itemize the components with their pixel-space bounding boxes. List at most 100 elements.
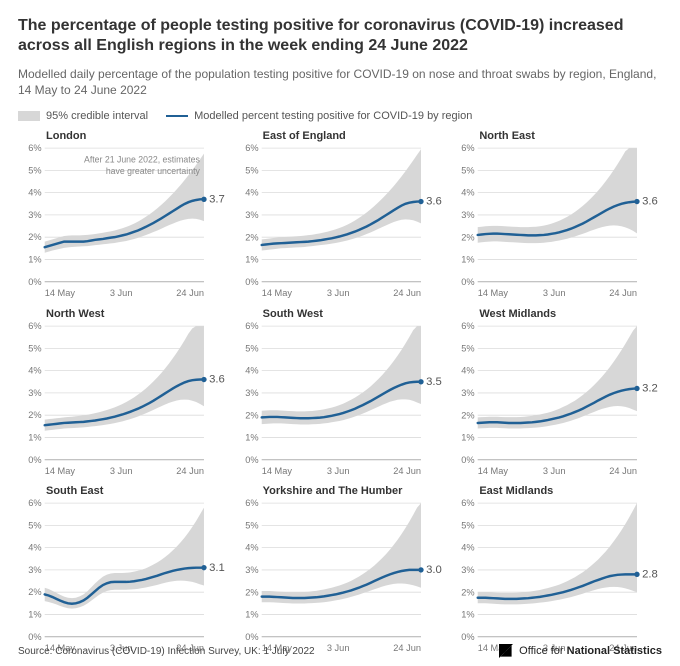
chart-svg: 0%1%2%3%4%5%6%14 May3 Jun24 Jun3.6 xyxy=(451,144,662,298)
svg-text:2%: 2% xyxy=(28,410,41,420)
ons-logo-icon xyxy=(499,644,513,658)
svg-text:3%: 3% xyxy=(462,388,475,398)
page-subtitle: Modelled daily percentage of the populat… xyxy=(18,66,662,98)
svg-text:1%: 1% xyxy=(28,255,41,265)
chart-svg: 0%1%2%3%4%5%6%14 May3 Jun24 Jun3.0 xyxy=(235,499,446,653)
chart-svg: 0%1%2%3%4%5%6%14 May3 Jun24 Jun3.7After … xyxy=(18,144,229,298)
legend: 95% credible interval Modelled percent t… xyxy=(18,110,662,122)
ons-logo: Office for National Statistics xyxy=(499,644,662,658)
svg-text:14 May: 14 May xyxy=(261,466,292,476)
svg-text:0%: 0% xyxy=(462,277,475,287)
svg-text:6%: 6% xyxy=(245,499,258,508)
end-label: 3.5 xyxy=(426,375,442,387)
chart-panel: London0%1%2%3%4%5%6%14 May3 Jun24 Jun3.7… xyxy=(18,130,229,303)
ci-swatch xyxy=(18,111,40,121)
ci-area xyxy=(478,326,637,428)
svg-text:3 Jun: 3 Jun xyxy=(327,288,350,298)
svg-text:1%: 1% xyxy=(462,609,475,619)
svg-text:14 May: 14 May xyxy=(478,466,509,476)
svg-text:6%: 6% xyxy=(462,499,475,508)
svg-text:1%: 1% xyxy=(245,432,258,442)
svg-text:4%: 4% xyxy=(462,188,475,198)
end-label: 3.6 xyxy=(642,196,658,208)
svg-text:2%: 2% xyxy=(462,587,475,597)
svg-text:6%: 6% xyxy=(28,499,41,508)
svg-text:5%: 5% xyxy=(245,520,258,530)
svg-text:6%: 6% xyxy=(462,322,475,331)
svg-text:24 Jun: 24 Jun xyxy=(176,288,204,298)
ci-area xyxy=(478,148,637,243)
svg-text:4%: 4% xyxy=(28,542,41,552)
svg-text:2%: 2% xyxy=(462,410,475,420)
svg-text:3%: 3% xyxy=(28,565,41,575)
svg-text:4%: 4% xyxy=(245,365,258,375)
svg-text:24 Jun: 24 Jun xyxy=(393,466,421,476)
svg-text:2%: 2% xyxy=(245,410,258,420)
end-label: 3.0 xyxy=(426,564,442,576)
svg-text:14 May: 14 May xyxy=(478,288,509,298)
svg-text:1%: 1% xyxy=(462,432,475,442)
chart-panel: Yorkshire and The Humber0%1%2%3%4%5%6%14… xyxy=(235,485,446,658)
end-label: 3.2 xyxy=(642,382,658,394)
svg-text:6%: 6% xyxy=(245,322,258,331)
page-title: The percentage of people testing positiv… xyxy=(18,16,662,56)
svg-text:0%: 0% xyxy=(245,454,258,464)
svg-text:5%: 5% xyxy=(462,166,475,176)
ci-area xyxy=(261,326,420,424)
chart-panel: West Midlands0%1%2%3%4%5%6%14 May3 Jun24… xyxy=(451,308,662,481)
svg-text:5%: 5% xyxy=(462,520,475,530)
svg-text:14 May: 14 May xyxy=(261,288,292,298)
chart-svg: 0%1%2%3%4%5%6%14 May3 Jun24 Jun3.1 xyxy=(18,499,229,653)
svg-text:6%: 6% xyxy=(28,322,41,331)
svg-text:4%: 4% xyxy=(245,542,258,552)
svg-text:3%: 3% xyxy=(245,388,258,398)
ci-area xyxy=(45,507,204,608)
chart-svg: 0%1%2%3%4%5%6%14 May3 Jun24 Jun2.8 xyxy=(451,499,662,653)
svg-text:3 Jun: 3 Jun xyxy=(110,288,133,298)
svg-text:24 Jun: 24 Jun xyxy=(610,466,638,476)
svg-text:2%: 2% xyxy=(245,233,258,243)
svg-text:5%: 5% xyxy=(245,343,258,353)
legend-ci-label: 95% credible interval xyxy=(46,110,148,122)
chart-panel: East of England0%1%2%3%4%5%6%14 May3 Jun… xyxy=(235,130,446,303)
svg-text:3%: 3% xyxy=(245,565,258,575)
svg-text:have greater uncertainty: have greater uncertainty xyxy=(106,166,201,176)
ci-area xyxy=(478,503,637,604)
ons-logo-text: Office for National Statistics xyxy=(519,645,662,657)
svg-text:2%: 2% xyxy=(28,587,41,597)
ci-area xyxy=(261,503,420,603)
svg-text:4%: 4% xyxy=(462,542,475,552)
chart-svg: 0%1%2%3%4%5%6%14 May3 Jun24 Jun3.5 xyxy=(235,322,446,476)
svg-text:5%: 5% xyxy=(28,343,41,353)
svg-text:6%: 6% xyxy=(462,144,475,153)
end-label: 2.8 xyxy=(642,568,658,580)
svg-text:0%: 0% xyxy=(245,631,258,641)
svg-text:24 Jun: 24 Jun xyxy=(393,288,421,298)
svg-text:0%: 0% xyxy=(28,631,41,641)
svg-text:24 Jun: 24 Jun xyxy=(176,466,204,476)
svg-text:3%: 3% xyxy=(462,210,475,220)
svg-text:3 Jun: 3 Jun xyxy=(543,466,566,476)
panel-title: Yorkshire and The Humber xyxy=(235,485,446,499)
end-label: 3.6 xyxy=(209,373,225,385)
svg-text:0%: 0% xyxy=(28,277,41,287)
legend-line: Modelled percent testing positive for CO… xyxy=(166,110,472,122)
svg-text:4%: 4% xyxy=(245,188,258,198)
svg-text:0%: 0% xyxy=(28,454,41,464)
panel-title: South East xyxy=(18,485,229,499)
svg-text:1%: 1% xyxy=(245,609,258,619)
legend-ci: 95% credible interval xyxy=(18,110,148,122)
svg-text:5%: 5% xyxy=(28,166,41,176)
svg-text:3 Jun: 3 Jun xyxy=(543,288,566,298)
svg-text:3%: 3% xyxy=(28,387,41,397)
chart-panel: North West0%1%2%3%4%5%6%14 May3 Jun24 Ju… xyxy=(18,308,229,481)
svg-text:1%: 1% xyxy=(28,609,41,619)
svg-text:4%: 4% xyxy=(28,188,41,198)
panel-title: North East xyxy=(451,130,662,144)
svg-text:2%: 2% xyxy=(28,233,41,243)
chart-panel: East Midlands0%1%2%3%4%5%6%14 May3 Jun24… xyxy=(451,485,662,658)
svg-text:3%: 3% xyxy=(245,210,258,220)
source-text: Source: Coronavirus (COVID-19) Infection… xyxy=(18,646,315,657)
chart-panel: South West0%1%2%3%4%5%6%14 May3 Jun24 Ju… xyxy=(235,308,446,481)
chart-panel: North East0%1%2%3%4%5%6%14 May3 Jun24 Ju… xyxy=(451,130,662,303)
